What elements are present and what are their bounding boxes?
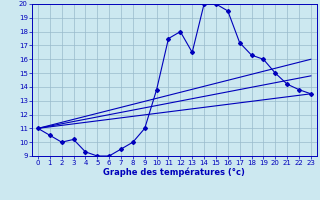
X-axis label: Graphe des températures (°c): Graphe des températures (°c)	[103, 168, 245, 177]
